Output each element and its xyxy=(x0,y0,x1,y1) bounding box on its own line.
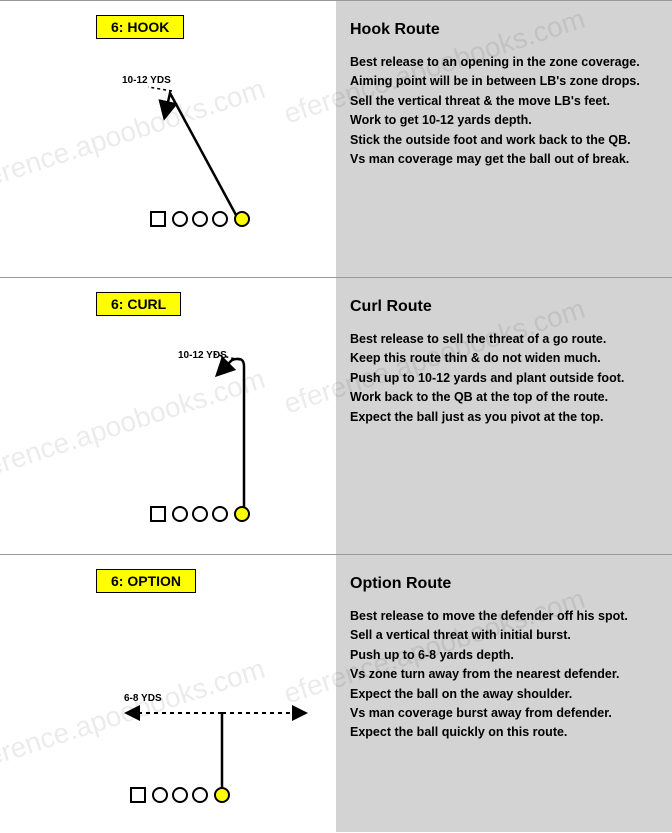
center-icon xyxy=(150,211,166,227)
route-path-svg xyxy=(0,278,336,555)
route-title: Hook Route xyxy=(350,21,658,39)
center-icon xyxy=(150,506,166,522)
player-icon xyxy=(152,787,168,803)
player-icon xyxy=(212,506,228,522)
receiver-icon xyxy=(234,506,250,522)
route-title: Option Route xyxy=(350,575,658,593)
desc-line: Expect the ball on the away shoulder. xyxy=(350,685,658,704)
player-icon xyxy=(192,787,208,803)
route-panel-option: 6: OPTION 6-8 YDS xyxy=(0,554,672,831)
description-curl: Curl Route Best release to sell the thre… xyxy=(336,278,672,555)
desc-line: Vs zone turn away from the nearest defen… xyxy=(350,665,658,684)
desc-line: Sell a vertical threat with initial burs… xyxy=(350,626,658,645)
route-panel-hook: 6: HOOK 10-12 YDS xyxy=(0,0,672,277)
diagram-curl: 6: CURL 10-12 YDS xyxy=(0,278,336,555)
player-icon xyxy=(192,506,208,522)
player-icon xyxy=(172,506,188,522)
diagram-hook: 6: HOOK 10-12 YDS xyxy=(0,1,336,278)
route-path-svg xyxy=(0,555,336,832)
desc-line: Best release to move the defender off hi… xyxy=(350,607,658,626)
description-hook: Hook Route Best release to an opening in… xyxy=(336,1,672,278)
desc-line: Work back to the QB at the top of the ro… xyxy=(350,388,658,407)
route-title: Curl Route xyxy=(350,298,658,316)
desc-line: Push up to 6-8 yards depth. xyxy=(350,646,658,665)
route-path-svg xyxy=(0,1,336,278)
desc-line: Best release to sell the threat of a go … xyxy=(350,330,658,349)
desc-line: Aiming point will be in between LB's zon… xyxy=(350,72,658,91)
desc-line: Vs man coverage burst away from defender… xyxy=(350,704,658,723)
desc-line: Keep this route thin & do not widen much… xyxy=(350,349,658,368)
route-description-lines: Best release to sell the threat of a go … xyxy=(350,330,658,427)
diagram-option: 6: OPTION 6-8 YDS xyxy=(0,555,336,832)
desc-line: Stick the outside foot and work back to … xyxy=(350,131,658,150)
player-icon xyxy=(192,211,208,227)
page-root: 6: HOOK 10-12 YDS xyxy=(0,0,672,833)
player-icon xyxy=(212,211,228,227)
route-description-lines: Best release to an opening in the zone c… xyxy=(350,53,658,169)
desc-line: Best release to an opening in the zone c… xyxy=(350,53,658,72)
route-panel-curl: 6: CURL 10-12 YDS xyxy=(0,277,672,554)
desc-line: Push up to 10-12 yards and plant outside… xyxy=(350,369,658,388)
desc-line: Expect the ball quickly on this route. xyxy=(350,723,658,742)
route-description-lines: Best release to move the defender off hi… xyxy=(350,607,658,743)
description-option: Option Route Best release to move the de… xyxy=(336,555,672,832)
center-icon xyxy=(130,787,146,803)
desc-line: Work to get 10-12 yards depth. xyxy=(350,111,658,130)
desc-line: Expect the ball just as you pivot at the… xyxy=(350,408,658,427)
player-icon xyxy=(172,211,188,227)
desc-line: Sell the vertical threat & the move LB's… xyxy=(350,92,658,111)
desc-line: Vs man coverage may get the ball out of … xyxy=(350,150,658,169)
receiver-icon xyxy=(214,787,230,803)
receiver-icon xyxy=(234,211,250,227)
player-icon xyxy=(172,787,188,803)
